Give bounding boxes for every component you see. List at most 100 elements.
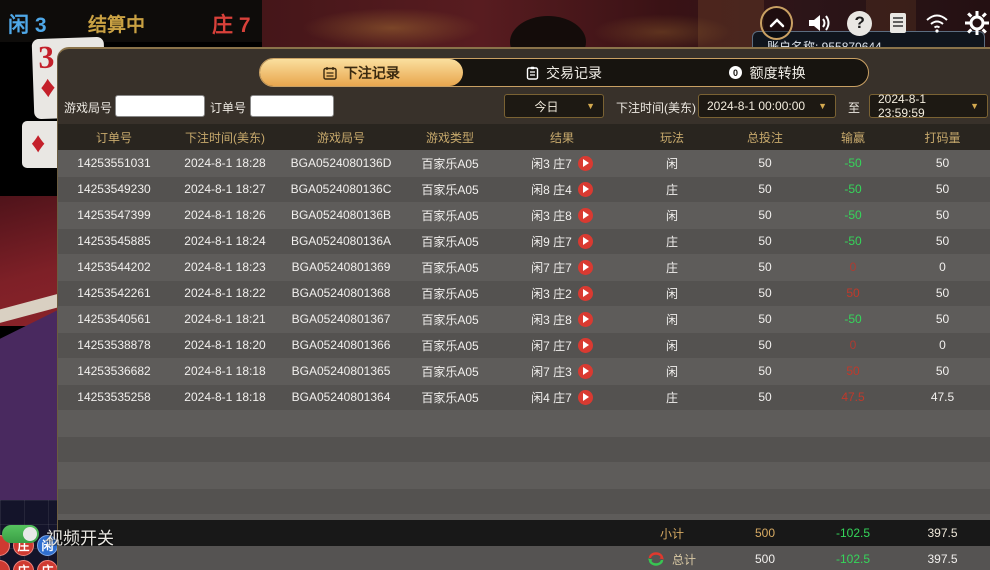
- table-row[interactable]: 14253549230 2024-8-1 18:27 BGA0524080136…: [58, 176, 990, 202]
- cell-play: 庄: [665, 260, 678, 275]
- total-turnover: 397.5: [927, 552, 958, 566]
- cell-turnover: 50: [935, 182, 950, 196]
- cell-round: BGA0524080136A: [290, 234, 392, 248]
- cell-order: 14253551031: [77, 156, 151, 170]
- order-no-input[interactable]: [250, 95, 334, 117]
- tab-transaction-records[interactable]: 交易记录: [463, 59, 666, 86]
- cell-play: 闲: [665, 208, 678, 223]
- date-to-select[interactable]: 2024-8-1 23:59:59 ▼: [869, 92, 988, 120]
- subtotal-label: 小计: [659, 526, 684, 541]
- bead-banker: 庄: [37, 560, 58, 570]
- cell-bet: 50: [758, 156, 772, 170]
- range-value: 今日: [534, 99, 559, 114]
- cell-bet: 50: [758, 312, 772, 326]
- cell-bet: 50: [758, 260, 772, 274]
- empty-row: [58, 410, 990, 436]
- cell-time: 2024-8-1 18:28: [184, 156, 266, 170]
- empty-row: [58, 514, 990, 520]
- table-row[interactable]: 14253544202 2024-8-1 18:23 BGA0524080136…: [58, 254, 990, 280]
- result-text: 闲4 庄7: [531, 390, 572, 405]
- table-row[interactable]: 14253536682 2024-8-1 18:18 BGA0524080136…: [58, 358, 990, 384]
- empty-row: [58, 462, 990, 488]
- date-from-select[interactable]: 2024-8-1 00:00:00 ▼: [698, 94, 836, 118]
- col-bet: 总投注: [746, 130, 783, 145]
- cell-turnover: 50: [935, 286, 950, 300]
- cell-winloss: -50: [844, 312, 862, 326]
- table-row[interactable]: 14253538878 2024-8-1 18:20 BGA0524080136…: [58, 332, 990, 358]
- cell-type: 百家乐A05: [421, 286, 479, 301]
- cell-round: BGA05240801369: [291, 260, 391, 274]
- records-icon[interactable]: [886, 11, 910, 35]
- date-range-select[interactable]: 今日 ▼: [504, 94, 604, 118]
- video-toggle-label: 视频开关: [46, 529, 114, 546]
- date-from-value: 2024-8-1 00:00:00: [707, 99, 806, 113]
- bead-banker: 庄: [13, 560, 34, 570]
- cell-turnover: 0: [939, 338, 946, 352]
- cell-order: 14253545885: [77, 234, 151, 248]
- cell-turnover: 0: [939, 260, 946, 274]
- col-turnover: 打码量: [924, 130, 961, 145]
- cell-turnover: 50: [935, 208, 950, 222]
- cell-round: BGA0524080136D: [290, 156, 392, 170]
- chevron-down-icon: ▼: [970, 101, 979, 111]
- replay-play-icon[interactable]: [577, 311, 593, 327]
- tab-bet-records[interactable]: 下注记录: [260, 59, 463, 86]
- total-bet: 500: [754, 552, 776, 566]
- cell-time: 2024-8-1 18:18: [184, 364, 266, 378]
- result-text: 闲3 庄2: [531, 286, 572, 301]
- cell-order: 14253540561: [77, 312, 151, 326]
- refresh-exchange-icon[interactable]: [647, 552, 664, 566]
- replay-play-icon[interactable]: [577, 181, 593, 197]
- cell-type: 百家乐A05: [421, 338, 479, 353]
- cell-bet: 50: [758, 364, 772, 378]
- replay-play-icon[interactable]: [577, 155, 593, 171]
- table-row[interactable]: 14253545885 2024-8-1 18:24 BGA0524080136…: [58, 228, 990, 254]
- replay-play-icon[interactable]: [577, 363, 593, 379]
- speaker-icon[interactable]: [807, 11, 833, 35]
- cell-winloss: -50: [844, 156, 862, 170]
- cell-order: 14253544202: [77, 260, 151, 274]
- cell-result: 闲9 庄7: [498, 233, 626, 250]
- cell-result: 闲4 庄7: [498, 389, 626, 406]
- tab-credit-conversion[interactable]: 0 额度转换: [665, 59, 868, 86]
- cell-winloss: -50: [844, 182, 862, 196]
- table-pattern: [592, 14, 732, 50]
- result-text: 闲3 庄8: [531, 312, 572, 327]
- subtotal-winloss: -102.5: [835, 526, 871, 540]
- cell-bet: 50: [758, 286, 772, 300]
- cell-time: 2024-8-1 18:18: [184, 390, 266, 404]
- replay-play-icon[interactable]: [577, 285, 593, 301]
- game-round-input[interactable]: [115, 95, 205, 117]
- cell-time: 2024-8-1 18:23: [184, 260, 266, 274]
- wifi-icon[interactable]: [924, 12, 950, 34]
- replay-play-icon[interactable]: [577, 389, 593, 405]
- cell-result: 闲3 庄8: [498, 311, 626, 328]
- subtotal-bet: 500: [754, 526, 776, 540]
- table-row[interactable]: 14253547399 2024-8-1 18:26 BGA0524080136…: [58, 202, 990, 228]
- help-icon[interactable]: ?: [847, 10, 872, 36]
- video-toggle-switch[interactable]: [2, 525, 39, 543]
- bet-records-modal: 下注记录 交易记录 0 额度转换 游戏局号 订单号 今日 ▼: [57, 47, 990, 570]
- table-row[interactable]: 14253540561 2024-8-1 18:21 BGA0524080136…: [58, 306, 990, 332]
- collapse-chevron-icon[interactable]: [760, 6, 794, 40]
- replay-play-icon[interactable]: [577, 337, 593, 353]
- replay-play-icon[interactable]: [577, 207, 593, 223]
- cell-winloss: 0: [849, 338, 857, 352]
- cell-play: 闲: [665, 156, 678, 171]
- col-order: 订单号: [95, 130, 132, 145]
- table-row[interactable]: 14253551031 2024-8-1 18:28 BGA0524080136…: [58, 150, 990, 176]
- bead-player: 闲: [37, 535, 58, 556]
- modal-tabs: 下注记录 交易记录 0 额度转换: [259, 58, 869, 87]
- player-score: 闲 3: [8, 14, 47, 37]
- result-text: 闲9 庄7: [531, 234, 572, 249]
- cell-bet: 50: [758, 234, 772, 248]
- table-row[interactable]: 14253542261 2024-8-1 18:22 BGA0524080136…: [58, 280, 990, 306]
- cell-order: 14253536682: [77, 364, 151, 378]
- replay-play-icon[interactable]: [577, 259, 593, 275]
- cell-bet: 50: [758, 182, 772, 196]
- settings-gear-icon[interactable]: [964, 10, 990, 36]
- replay-play-icon[interactable]: [577, 233, 593, 249]
- scoreboard: 闲 3 结算中 庄 7: [0, 0, 262, 42]
- table-row[interactable]: 14253535258 2024-8-1 18:18 BGA0524080136…: [58, 384, 990, 410]
